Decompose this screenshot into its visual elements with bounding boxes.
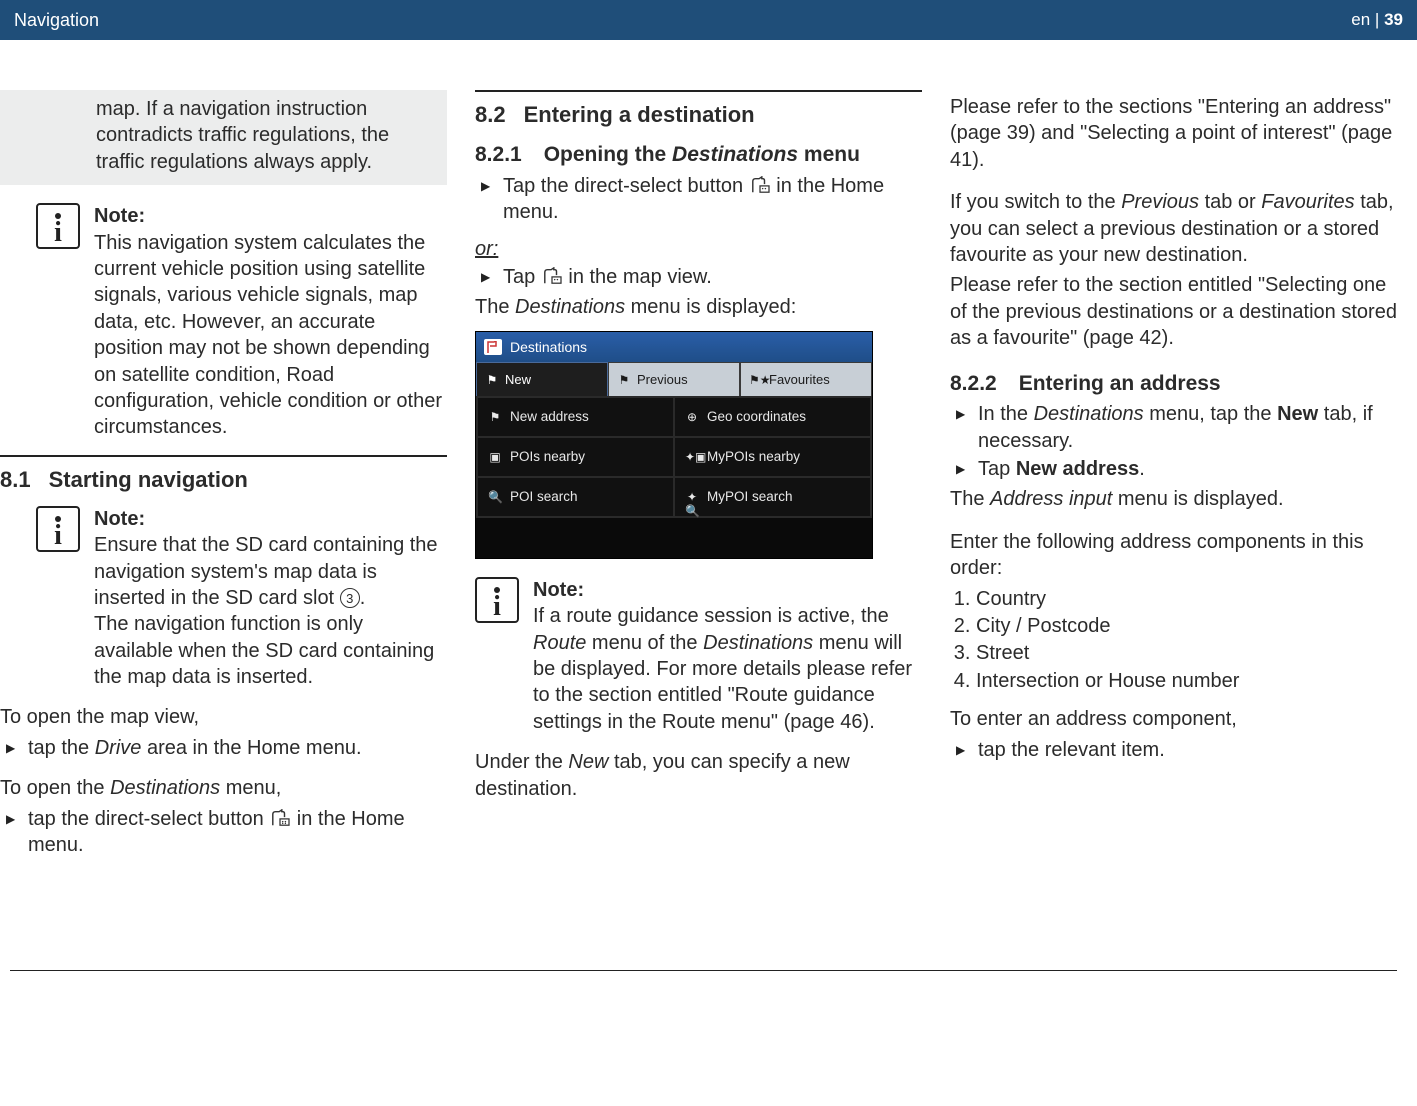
to-enter-intro: To enter an address component, <box>950 706 1397 732</box>
tab-new[interactable]: ⚑New <box>476 362 608 396</box>
note-block-3: i Note: If a route guidance session is a… <box>475 577 922 735</box>
step-tap-relevant-item: tap the relevant item. <box>956 737 1397 763</box>
cell-new-address[interactable]: ⚑New address <box>477 397 674 437</box>
or-label: or: <box>475 236 922 262</box>
header-title: Navigation <box>14 10 99 31</box>
section-8-2-2-heading: 8.2.2 Entering an address <box>950 370 1397 398</box>
flag-icon: ⚑ <box>485 373 499 387</box>
switch-tabs-paragraph: If you switch to the Previous tab or Fav… <box>950 189 1397 268</box>
screenshot-grid: ⚑New address ⊕Geo coordinates ▣POIs near… <box>476 396 872 517</box>
destinations-icon <box>541 266 563 284</box>
note-block-2: i Note: Ensure that the SD card containi… <box>36 506 447 691</box>
triangle-bullet-icon <box>6 806 20 859</box>
step-tap-map-view: Tap in the map view. <box>481 264 922 290</box>
tab-favourites[interactable]: ⚑★Favourites <box>740 362 872 396</box>
open-dest-step: tap the direct-select button in the Home… <box>6 806 447 859</box>
flag-icon <box>484 339 502 355</box>
step-tap-direct-select: Tap the direct-select button in the Home… <box>481 173 922 226</box>
address-input-displayed: The Address input menu is displayed. <box>950 486 1397 512</box>
under-new-tab: Under the New tab, you can specify a new… <box>475 749 922 802</box>
open-dest-intro: To open the Destinations menu, <box>0 775 447 801</box>
triangle-bullet-icon <box>956 401 970 454</box>
open-map-intro: To open the map view, <box>0 704 447 730</box>
page-body: map. If a navigation instruction contrad… <box>0 40 1417 991</box>
address-order-list: Country City / Postcode Street Intersect… <box>954 586 1397 695</box>
target-icon: ⊕ <box>685 410 699 424</box>
dest-menu-displayed: The Destinations menu is displayed: <box>475 294 922 320</box>
search-icon: ✦🔍 <box>685 490 699 504</box>
column-3: Please refer to the sections "Entering a… <box>950 90 1407 860</box>
destinations-screenshot: Destinations ⚑New ⚑Previous ⚑★Favourites… <box>475 331 873 559</box>
note-block-1: i Note: This navigation system calculate… <box>36 203 447 441</box>
list-item: Country <box>976 586 1397 612</box>
column-2: 8.2 Entering a destination 8.2.1 Opening… <box>475 90 922 860</box>
flag-icon: ⚑ <box>488 410 502 424</box>
page-header: Navigation en | 39 <box>0 0 1417 40</box>
refer-favourite: Please refer to the section entitled "Se… <box>950 272 1397 351</box>
info-icon: i <box>36 506 80 552</box>
list-item: City / Postcode <box>976 613 1397 639</box>
header-page: en | 39 <box>1351 10 1403 30</box>
triangle-bullet-icon <box>6 735 20 761</box>
refer-sections: Please refer to the sections "Entering a… <box>950 94 1397 173</box>
continuation-text: map. If a navigation instruction contrad… <box>96 98 389 173</box>
note-2-text: Note: Ensure that the SD card containing… <box>94 506 447 691</box>
destinations-icon <box>749 175 771 193</box>
enter-intro: Enter the following address components i… <box>950 529 1397 582</box>
divider <box>0 455 447 457</box>
cell-pois-nearby[interactable]: ▣POIs nearby <box>477 437 674 477</box>
open-map-step: tap the Drive area in the Home menu. <box>6 735 447 761</box>
mypoi-icon: ✦▣ <box>685 450 699 464</box>
triangle-bullet-icon <box>956 456 970 482</box>
cell-poi-search[interactable]: 🔍POI search <box>477 477 674 517</box>
cell-geo-coordinates[interactable]: ⊕Geo coordinates <box>674 397 871 437</box>
list-item: Intersection or House number <box>976 668 1397 694</box>
triangle-bullet-icon <box>956 737 970 763</box>
note-3-text: Note: If a route guidance session is act… <box>533 577 922 735</box>
screenshot-title: Destinations <box>510 338 587 356</box>
poi-icon: ▣ <box>488 450 502 464</box>
section-8-1-heading: 8.1 Starting navigation <box>0 465 447 494</box>
flag-icon: ⚑ <box>617 373 631 387</box>
info-icon: i <box>36 203 80 249</box>
triangle-bullet-icon <box>481 173 495 226</box>
list-item: Street <box>976 640 1397 666</box>
cell-mypoi-search[interactable]: ✦🔍MyPOI search <box>674 477 871 517</box>
continuation-box: map. If a navigation instruction contrad… <box>0 90 447 185</box>
section-8-2-heading: 8.2 Entering a destination <box>475 100 922 129</box>
triangle-bullet-icon <box>481 264 495 290</box>
divider <box>475 90 922 92</box>
screenshot-tabs: ⚑New ⚑Previous ⚑★Favourites <box>476 362 872 396</box>
slot-number-icon: 3 <box>340 588 360 608</box>
step-tap-new-address: Tap New address. <box>956 456 1397 482</box>
screenshot-spacer <box>476 518 872 558</box>
cell-mypois-nearby[interactable]: ✦▣MyPOIs nearby <box>674 437 871 477</box>
footer-divider <box>10 970 1397 971</box>
tab-previous[interactable]: ⚑Previous <box>608 362 740 396</box>
column-1: map. If a navigation instruction contrad… <box>0 90 447 860</box>
section-8-2-1-heading: 8.2.1 Opening the Destinations menu <box>475 141 922 169</box>
screenshot-titlebar: Destinations <box>476 332 872 362</box>
destinations-icon <box>269 808 291 826</box>
info-icon: i <box>475 577 519 623</box>
search-icon: 🔍 <box>488 490 502 504</box>
note-1-text: Note: This navigation system calculates … <box>94 203 447 441</box>
star-icon: ⚑★ <box>749 373 763 387</box>
step-tap-new-tab: In the Destinations menu, tap the New ta… <box>956 401 1397 454</box>
